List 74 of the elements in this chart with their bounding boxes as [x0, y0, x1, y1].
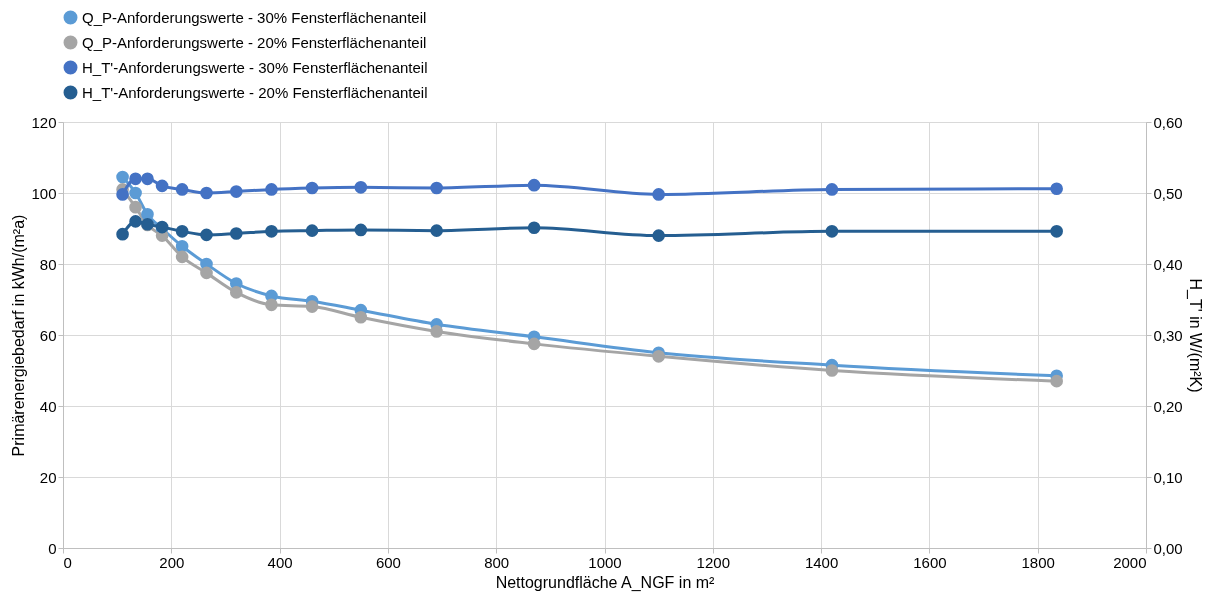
point [129, 172, 142, 186]
x-tick-label: 1600 [913, 553, 947, 571]
point [129, 215, 142, 228]
point [527, 221, 541, 235]
point [116, 188, 129, 201]
point [430, 181, 443, 195]
x-tick-label: 1800 [1021, 553, 1055, 571]
point [229, 286, 243, 299]
point [527, 178, 541, 192]
point [175, 250, 189, 264]
y2-tick-label: 0,60 [1153, 113, 1183, 131]
x-tick-label: 1200 [696, 553, 730, 571]
y-tick-label: 60 [39, 326, 57, 344]
point [1050, 225, 1063, 238]
point [825, 183, 839, 196]
point [229, 185, 243, 198]
x-tick-label: 400 [267, 553, 293, 571]
point [825, 364, 839, 377]
point [430, 325, 443, 338]
point [265, 183, 278, 196]
point [430, 224, 443, 237]
point [305, 300, 319, 313]
x-tick-label: 600 [375, 553, 401, 571]
y-tick-label: 40 [39, 397, 57, 415]
y-tick-label: 20 [39, 468, 57, 486]
point [652, 188, 665, 201]
legend-label: H_T'-Anforderungswerte - 20% Fensterflächenanteil [82, 83, 428, 101]
point [1050, 374, 1063, 388]
x-tick-label: 2000 [1113, 553, 1147, 571]
y2-tick-label: 0,30 [1153, 326, 1183, 344]
point [155, 179, 169, 193]
y2-tick-label: 0,40 [1153, 255, 1183, 273]
x-tick-label: 0 [63, 553, 72, 571]
y2-axis-title: H_T' in W/(m²K) [1185, 278, 1204, 393]
point [200, 228, 213, 242]
point [1050, 182, 1063, 196]
point [265, 298, 278, 312]
point [116, 170, 129, 184]
point [200, 266, 213, 280]
point [305, 224, 319, 237]
x-axis-title: Nettogrundfläche A_NGF in m² [495, 573, 716, 592]
y2-tick-label: 0,10 [1153, 468, 1183, 486]
point [129, 200, 142, 214]
y2-tick-label: 0,20 [1153, 397, 1183, 415]
point [265, 225, 278, 238]
point [175, 183, 189, 196]
y-tick-label: 100 [31, 184, 57, 202]
point [527, 337, 541, 351]
point [175, 225, 189, 238]
legend-label: H_T'-Anforderungswerte - 30% Fensterflächenanteil [82, 58, 428, 76]
x-tick-label: 1400 [804, 553, 839, 571]
point [354, 181, 368, 194]
y2-tick-label: 0,00 [1153, 539, 1183, 557]
y-tick-label: 0 [48, 539, 57, 557]
point [354, 310, 368, 324]
legend-label: Q_P-Anforderungswerte - 20% Fensterflächenanteil [82, 33, 427, 51]
x-tick-label: 1000 [588, 553, 622, 571]
y2-tick-label: 0,50 [1153, 184, 1183, 202]
point [116, 227, 129, 241]
point [200, 186, 213, 200]
point [175, 239, 189, 253]
point [305, 181, 319, 195]
x-tick-label: 800 [484, 553, 510, 571]
point [354, 223, 368, 237]
point [652, 229, 665, 242]
y-tick-label: 80 [39, 255, 57, 273]
point [129, 186, 142, 200]
y-axis-title: Primärenergiebedarf in kWh/(m²a) [10, 214, 28, 457]
legend-label: Q_P-Anforderungswerte - 30% Fensterflächenanteil [82, 8, 427, 26]
point [141, 172, 154, 186]
point [825, 225, 839, 238]
y-tick-label: 120 [31, 113, 57, 131]
point [229, 227, 243, 240]
x-tick-label: 200 [159, 553, 185, 571]
